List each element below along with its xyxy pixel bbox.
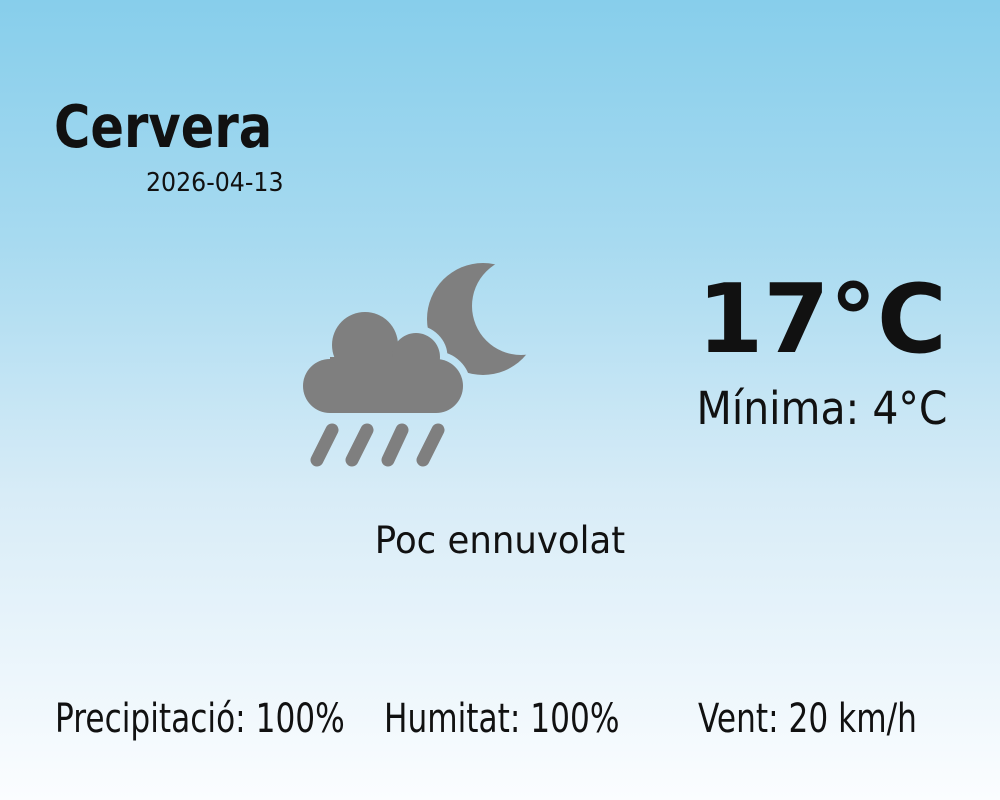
humidity-label: Humitat: 100% <box>384 696 620 742</box>
rain-drops-icon <box>310 423 445 467</box>
date-label: 2026-04-13 <box>146 168 284 198</box>
wind-label: Vent: 20 km/h <box>698 696 917 742</box>
minimum-temperature-label: Mínima: 4°C <box>696 382 948 435</box>
crescent-moon-icon <box>427 263 535 375</box>
precipitation-label: Precipitació: 100% <box>55 696 345 742</box>
moon-cloud-rain-icon <box>303 263 535 467</box>
location-title: Cervera <box>54 92 273 161</box>
temperature-value: 17°C <box>697 265 947 375</box>
condition-label: Poc ennuvolat <box>374 519 626 562</box>
